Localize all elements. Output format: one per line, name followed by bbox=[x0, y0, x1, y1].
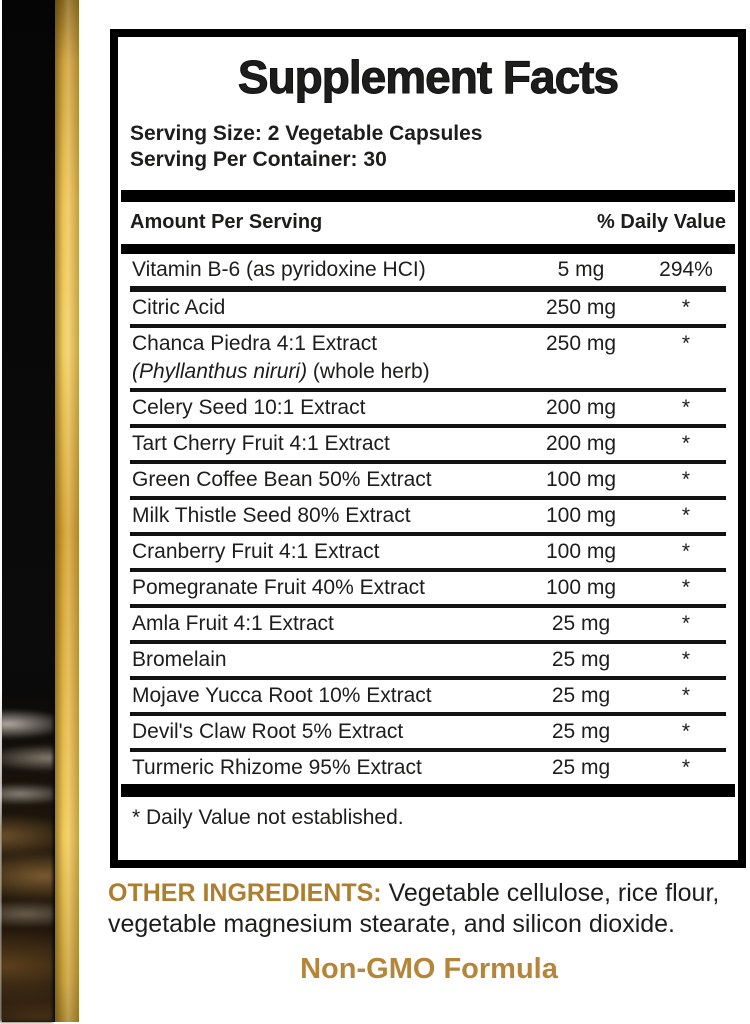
row-separator bbox=[130, 496, 726, 500]
table-row-tart-cherry: Tart Cherry Fruit 4:1 Extract 200 mg * bbox=[130, 428, 726, 460]
divider-bar-thick bbox=[121, 784, 735, 797]
ingredient-amount: 200 mg bbox=[545, 432, 617, 455]
table-header: Amount Per Serving % Daily Value bbox=[130, 202, 726, 244]
gold-smoke-artwork bbox=[0, 686, 53, 1022]
ingredient-dv: * bbox=[681, 396, 691, 419]
ingredient-name: Cranberry Fruit 4:1 Extract bbox=[132, 540, 380, 563]
ingredient-name: Mojave Yucca Root 10% Extract bbox=[132, 684, 432, 707]
botanical-name: (Phyllanthus niruri) bbox=[132, 360, 308, 383]
other-ingredients-label: OTHER INGREDIENTS: bbox=[108, 879, 382, 907]
panel-title: Supplement Facts bbox=[237, 51, 619, 104]
table-row-amla: Amla Fruit 4:1 Extract 25 mg * bbox=[130, 608, 726, 640]
ingredient-name: Milk Thistle Seed 80% Extract bbox=[132, 504, 411, 527]
ingredient-name-line2: (Phyllanthus niruri) (whole herb) bbox=[132, 356, 516, 384]
ingredient-name: Pomegranate Fruit 40% Extract bbox=[132, 576, 425, 599]
row-separator bbox=[130, 712, 726, 716]
ingredient-amount: 25 mg bbox=[551, 612, 611, 635]
row-separator bbox=[130, 640, 726, 644]
ingredient-amount: 25 mg bbox=[551, 720, 611, 743]
serving-info: Serving Size: 2 Vegetable Capsules Servi… bbox=[130, 121, 726, 173]
ingredient-dv: * bbox=[681, 468, 691, 491]
row-separator bbox=[130, 532, 726, 536]
ingredient-name: Celery Seed 10:1 Extract bbox=[132, 396, 366, 419]
ingredient-name: Chanca Piedra 4:1 Extract (Phyllanthus n… bbox=[130, 332, 516, 384]
non-gmo-formula-text: Non-GMO Formula bbox=[300, 953, 558, 985]
ingredient-table: Vitamin B-6 (as pyridoxine HCI) 5 mg 294… bbox=[118, 254, 738, 784]
daily-value-header: % Daily Value bbox=[597, 211, 726, 233]
ingredient-dv: 294% bbox=[659, 258, 713, 281]
ingredient-amount: 25 mg bbox=[551, 756, 611, 779]
ingredient-dv: * bbox=[681, 648, 691, 671]
row-separator bbox=[130, 460, 726, 464]
row-separator bbox=[130, 324, 726, 328]
table-row-devils-claw: Devil's Claw Root 5% Extract 25 mg * bbox=[130, 716, 726, 748]
ingredient-dv: * bbox=[681, 540, 691, 563]
ingredient-dv: * bbox=[681, 720, 691, 743]
ingredient-dv: * bbox=[681, 684, 691, 707]
table-row-pomegranate: Pomegranate Fruit 40% Extract 100 mg * bbox=[130, 572, 726, 604]
below-panel-text: OTHER INGREDIENTS: Vegetable cellulose, … bbox=[108, 878, 750, 986]
table-row-mojave-yucca: Mojave Yucca Root 10% Extract 25 mg * bbox=[130, 680, 726, 712]
row-separator bbox=[130, 748, 726, 752]
ingredient-dv: * bbox=[681, 296, 691, 319]
row-separator bbox=[130, 604, 726, 608]
row-separator bbox=[130, 568, 726, 572]
table-row-turmeric: Turmeric Rhizome 95% Extract 25 mg * bbox=[130, 752, 726, 784]
ingredient-name-line1: Chanca Piedra 4:1 Extract bbox=[132, 332, 378, 355]
row-separator bbox=[130, 676, 726, 680]
ingredient-name: Tart Cherry Fruit 4:1 Extract bbox=[132, 432, 390, 455]
row-separator bbox=[130, 424, 726, 428]
table-row-bromelain: Bromelain 25 mg * bbox=[130, 644, 726, 676]
servings-per-container: Serving Per Container: 30 bbox=[130, 148, 387, 171]
ingredient-amount: 100 mg bbox=[545, 540, 617, 563]
daily-value-footnote: * Daily Value not established. bbox=[132, 806, 404, 829]
ingredient-amount: 25 mg bbox=[551, 684, 611, 707]
ingredient-name: Citric Acid bbox=[132, 296, 226, 319]
ingredient-amount: 100 mg bbox=[545, 468, 617, 491]
ingredient-amount: 100 mg bbox=[545, 576, 617, 599]
plant-part: (whole herb) bbox=[307, 360, 430, 383]
table-row-citric-acid: Citric Acid 250 mg * bbox=[130, 292, 726, 324]
table-row-milk-thistle: Milk Thistle Seed 80% Extract 100 mg * bbox=[130, 500, 726, 532]
other-ingredients: OTHER INGREDIENTS: Vegetable cellulose, … bbox=[108, 878, 750, 940]
row-separator bbox=[130, 388, 726, 392]
ingredient-dv: * bbox=[681, 576, 691, 599]
ingredient-name: Turmeric Rhizome 95% Extract bbox=[132, 756, 422, 779]
ingredient-name: Amla Fruit 4:1 Extract bbox=[132, 612, 334, 635]
ingredient-dv: * bbox=[681, 332, 691, 355]
ingredient-name: Green Coffee Bean 50% Extract bbox=[132, 468, 432, 491]
table-row-green-coffee: Green Coffee Bean 50% Extract 100 mg * bbox=[130, 464, 726, 496]
ingredient-dv: * bbox=[681, 756, 691, 779]
ingredient-amount: 25 mg bbox=[551, 648, 611, 671]
ingredient-name: Devil's Claw Root 5% Extract bbox=[132, 720, 404, 743]
ingredient-name: Vitamin B-6 (as pyridoxine HCI) bbox=[132, 258, 426, 281]
supplement-facts-box: Supplement Facts Serving Size: 2 Vegetab… bbox=[110, 29, 746, 868]
ingredient-dv: * bbox=[681, 504, 691, 527]
row-separator bbox=[130, 286, 726, 292]
serving-size: Serving Size: 2 Vegetable Capsules bbox=[130, 122, 483, 145]
table-row-vitamin-b6: Vitamin B-6 (as pyridoxine HCI) 5 mg 294… bbox=[130, 254, 726, 286]
divider-bar-thick bbox=[121, 190, 735, 202]
table-row-chanca-piedra: Chanca Piedra 4:1 Extract (Phyllanthus n… bbox=[130, 328, 726, 388]
table-row-cranberry: Cranberry Fruit 4:1 Extract 100 mg * bbox=[130, 536, 726, 568]
ingredient-amount: 250 mg bbox=[545, 332, 617, 355]
amount-per-serving-header: Amount Per Serving bbox=[130, 211, 323, 233]
divider-bar-thick bbox=[121, 244, 735, 254]
gold-accent-stripe bbox=[55, 0, 79, 1022]
ingredient-amount: 5 mg bbox=[557, 258, 605, 281]
ingredient-amount: 250 mg bbox=[545, 296, 617, 319]
other-ingredients-text: Vegetable cellulose, rice flour, vegetab… bbox=[108, 879, 720, 938]
ingredient-name: Bromelain bbox=[132, 648, 227, 671]
ingredient-amount: 200 mg bbox=[545, 396, 617, 419]
ingredient-dv: * bbox=[681, 612, 691, 635]
table-row-celery-seed: Celery Seed 10:1 Extract 200 mg * bbox=[130, 392, 726, 424]
ingredient-dv: * bbox=[681, 432, 691, 455]
ingredient-amount: 100 mg bbox=[545, 504, 617, 527]
